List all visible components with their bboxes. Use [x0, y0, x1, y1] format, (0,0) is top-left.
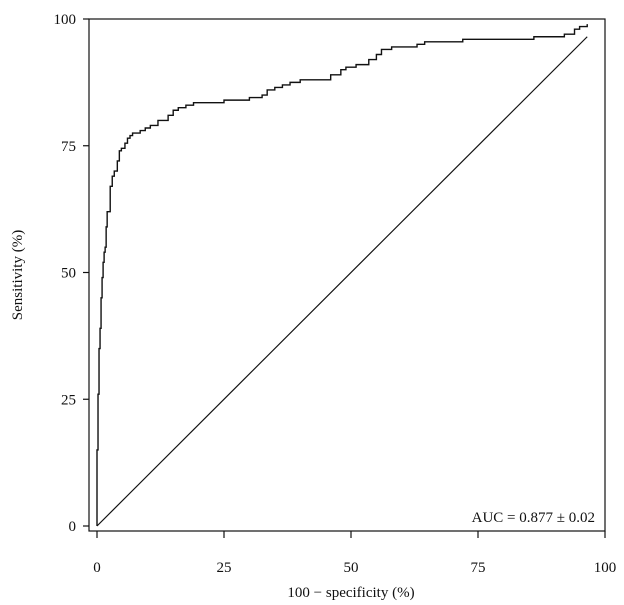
- reference-diagonal: [96, 36, 588, 527]
- y-tick-label: 75: [61, 139, 76, 155]
- x-tick-label: 75: [471, 560, 486, 576]
- x-tick-label: 50: [344, 560, 359, 576]
- auc-annotation: AUC = 0.877 ± 0.02: [472, 510, 595, 526]
- y-tick-label: 50: [61, 266, 76, 282]
- plot-frame: [88, 18, 606, 532]
- x-tick-label: 100: [594, 560, 617, 576]
- x-axis: 0 25 50 75 100: [93, 531, 616, 576]
- y-tick-label: 0: [69, 519, 77, 535]
- roc-curve: [96, 24, 588, 526]
- y-axis: 0 25 50 75 100: [54, 12, 89, 535]
- x-axis-title: 100 − specificity (%): [287, 585, 414, 601]
- y-tick-label: 25: [61, 392, 76, 408]
- x-tick-label: 0: [93, 560, 101, 576]
- y-axis-title: Sensitivity (%): [10, 230, 26, 320]
- x-tick-label: 25: [217, 560, 232, 576]
- y-tick-label: 100: [54, 12, 77, 28]
